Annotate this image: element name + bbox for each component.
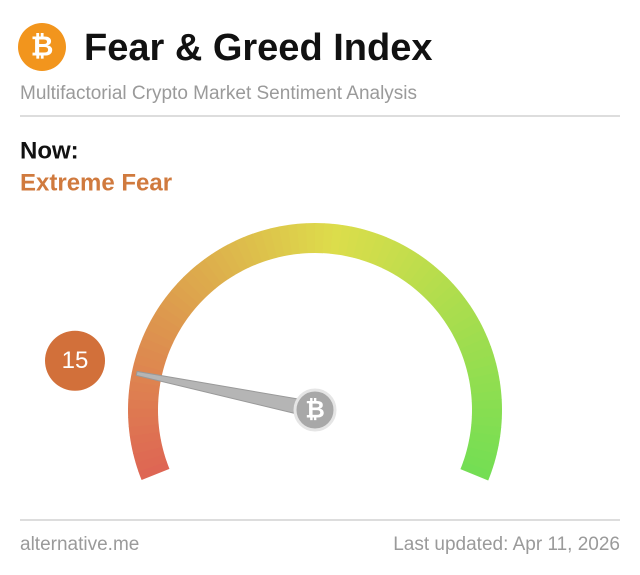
- gauge-arc-segment: [453, 321, 484, 343]
- gauge-arc-segment: [196, 259, 223, 289]
- gauge-arc-segment: [243, 233, 263, 265]
- bitcoin-logo: [18, 23, 66, 71]
- gauge-arc-segment: [440, 297, 471, 323]
- gauge-arc-segment: [133, 446, 165, 463]
- gauge-arc-segment: [360, 230, 379, 263]
- gauge-arc-segment: [128, 416, 159, 427]
- gauge-arc-segment: [337, 225, 352, 257]
- gauge-arc-segment: [345, 226, 361, 258]
- gauge-arc-segment: [189, 264, 217, 294]
- gauge-arc-segment: [165, 290, 195, 317]
- gauge-arc-segment: [260, 228, 278, 260]
- gauge-arc-segment: [367, 233, 387, 266]
- gauge-arc-segment: [430, 283, 460, 311]
- gauge-arc-segment: [445, 305, 476, 330]
- gauge-arc-segment: [219, 244, 242, 276]
- gauge-arc-segment: [135, 453, 167, 472]
- gauge-arc-segment: [322, 223, 334, 254]
- gauge-arc-segment: [136, 345, 168, 364]
- gauge-arc-segment: [142, 328, 174, 350]
- gauge-arc-segment: [408, 259, 434, 289]
- needle-pivot: [293, 388, 337, 432]
- gauge-arc-segment: [419, 271, 448, 299]
- gauge-arc-segment: [456, 329, 488, 350]
- gauge-arc-segment: [133, 354, 166, 372]
- gauge-arc-segment: [128, 423, 160, 437]
- gauge-arc-segment: [425, 277, 454, 305]
- gauge-arc-segment: [435, 290, 466, 317]
- gauge-arc-segment: [467, 439, 499, 455]
- gauge-arc-segment: [296, 223, 308, 254]
- value-label: 15: [62, 347, 89, 374]
- gauge-arc-segment: [150, 312, 181, 336]
- classification: Extreme Fear: [20, 169, 172, 196]
- title: Fear & Greed Index: [84, 27, 432, 69]
- subtitle: Multifactorial Crypto Market Sentiment A…: [20, 83, 417, 104]
- last-updated: Last updated: Apr 11, 2026: [393, 534, 620, 555]
- gauge-arc-segment: [211, 249, 236, 280]
- gauge-arc-segment: [470, 381, 502, 395]
- gauge-arc-segment: [468, 372, 500, 387]
- gauge-arc-segment: [470, 424, 502, 437]
- gauge-arc-segment: [460, 461, 492, 481]
- gauge-arc-segment: [469, 431, 501, 446]
- gauge-arc-segment: [464, 354, 497, 372]
- gauge-needle: [135, 370, 318, 419]
- gauge-arc-segment: [381, 240, 404, 272]
- gauge-arc-segment: [269, 226, 285, 258]
- pivot-symbol: ₿: [305, 396, 325, 423]
- bitcoin-logo-symbol: ₿: [31, 30, 54, 61]
- gauge-arc-segment: [252, 230, 271, 263]
- gauge-arc-segment: [463, 454, 495, 472]
- gauge-arc-segment: [170, 283, 200, 310]
- gauge-arc-segment: [287, 223, 301, 255]
- gauge-arc-segment: [159, 297, 190, 323]
- gauge-arc-segment: [227, 240, 249, 272]
- gauge-arc-segment: [395, 249, 419, 280]
- gauge-arc-segment: [462, 346, 494, 365]
- gauge-arc-segment: [138, 461, 170, 481]
- gauge-arc-segment: [388, 244, 412, 276]
- gauge-arc-segment: [330, 223, 343, 255]
- gauge-arc-segment: [183, 270, 211, 299]
- source: alternative.me: [20, 534, 139, 555]
- gauge-arc-segment: [278, 224, 293, 257]
- gauge-arc-segment: [235, 236, 256, 268]
- now-label: Now:: [20, 137, 79, 164]
- gauge-arc-segment: [204, 253, 229, 284]
- gauge-arc-segment: [155, 305, 186, 329]
- gauge-arc-segment: [129, 380, 160, 394]
- gauge: ₿ 15: [45, 222, 502, 481]
- gauge-arc-segment: [414, 265, 441, 294]
- gauge-arc-segment: [139, 337, 171, 357]
- gauge-arc-segment: [146, 320, 178, 343]
- gauge-arc-segment: [471, 416, 502, 428]
- gauge-arc-segment: [128, 389, 159, 402]
- gauge-arc-segment: [459, 337, 491, 357]
- gauge-arc-segment: [129, 431, 161, 446]
- gauge-arc-segment: [465, 446, 497, 464]
- gauge-arc-segment: [401, 254, 427, 284]
- gauge-arc-segment: [467, 363, 499, 379]
- value-badge: [45, 330, 106, 391]
- gauge-arc-segment: [449, 313, 480, 336]
- gauge-arc-segment: [176, 276, 205, 305]
- gauge-arc-segment: [352, 228, 370, 260]
- gauge-arc-segment: [374, 237, 396, 269]
- gauge-arc-segment: [471, 390, 502, 402]
- gauge-arc-segment: [131, 438, 163, 454]
